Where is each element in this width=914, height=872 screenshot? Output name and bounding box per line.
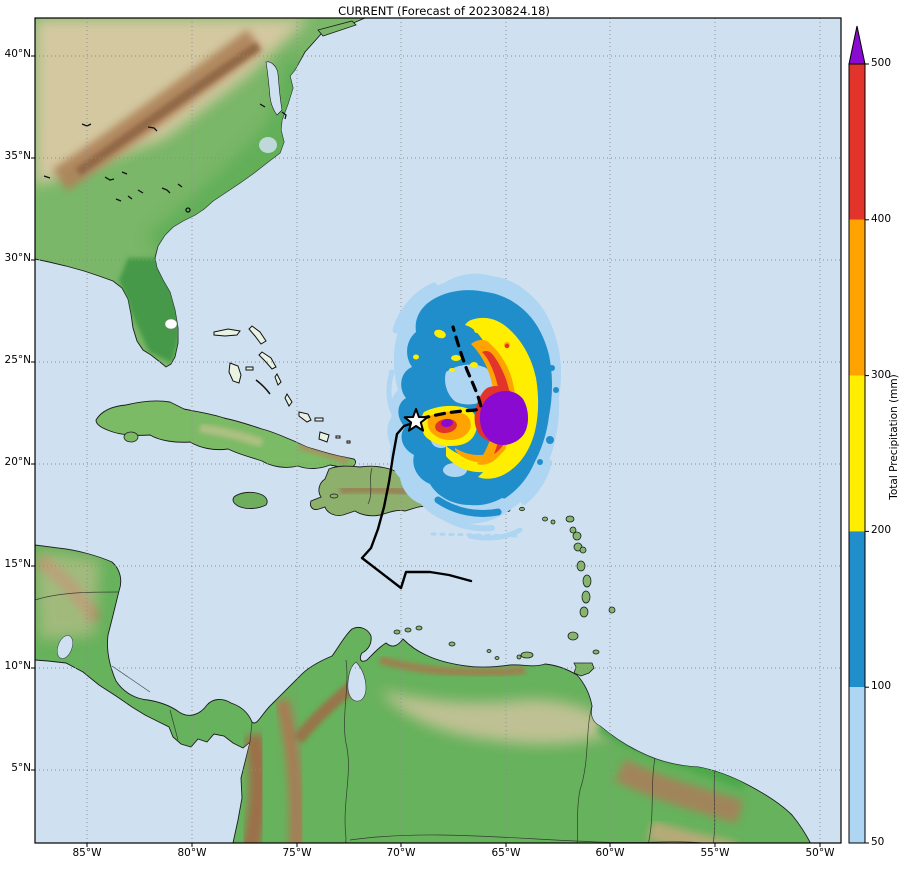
lon-label-85w: 85°W — [72, 847, 102, 859]
colorbar-over-arrow — [848, 25, 866, 65]
land-south-america — [35, 544, 814, 843]
bahamas-islands — [213, 325, 351, 444]
lat-label-10n: 10°N — [4, 660, 31, 672]
lon-label-55w: 55°W — [700, 847, 730, 859]
lat-label-35n: 35°N — [4, 150, 31, 162]
colorbar-tick-100: 100 — [871, 680, 892, 692]
lon-label-65w: 65°W — [491, 847, 521, 859]
lat-label-5n: 5°N — [11, 762, 31, 774]
precip-layer-over-500 — [441, 390, 529, 445]
lat-label-25n: 25°N — [4, 354, 31, 366]
lon-label-70w: 70°W — [386, 847, 416, 859]
colorbar-tick-500: 500 — [871, 57, 892, 69]
axis-ticks — [31, 55, 821, 847]
lat-label-40n: 40°N — [4, 48, 31, 60]
colorbar-tick-200: 200 — [871, 524, 892, 536]
lon-label-75w: 75°W — [282, 847, 312, 859]
plot-frame — [34, 17, 842, 844]
pamlico-sound — [259, 137, 277, 153]
lat-label-20n: 20°N — [4, 456, 31, 468]
lon-label-50w: 50°W — [805, 847, 835, 859]
colorbar-tick-300: 300 — [871, 369, 892, 381]
page-title: CURRENT (Forecast of 20230824.18) — [338, 4, 550, 18]
lake-nicaragua — [56, 635, 74, 659]
lake-okeechobee — [164, 318, 178, 330]
chesapeake-bay — [265, 61, 283, 116]
lat-label-15n: 15°N — [4, 558, 31, 570]
storm-track-past — [360, 420, 473, 590]
long-island — [317, 20, 357, 37]
lon-label-60w: 60°W — [595, 847, 625, 859]
colorbar-tick-50: 50 — [871, 836, 885, 848]
lake-maracaibo — [347, 661, 367, 702]
colorbar — [848, 25, 869, 844]
land-jamaica — [232, 491, 268, 509]
lon-label-80w: 80°W — [177, 847, 207, 859]
lat-label-30n: 30°N — [4, 252, 31, 264]
colorbar-tick-400: 400 — [871, 213, 892, 225]
star-icon — [403, 408, 429, 432]
colorbar-title: Total Precipitation (mm) — [888, 374, 900, 500]
storm-track-forecast — [418, 325, 483, 421]
terrain-marks — [43, 103, 287, 213]
